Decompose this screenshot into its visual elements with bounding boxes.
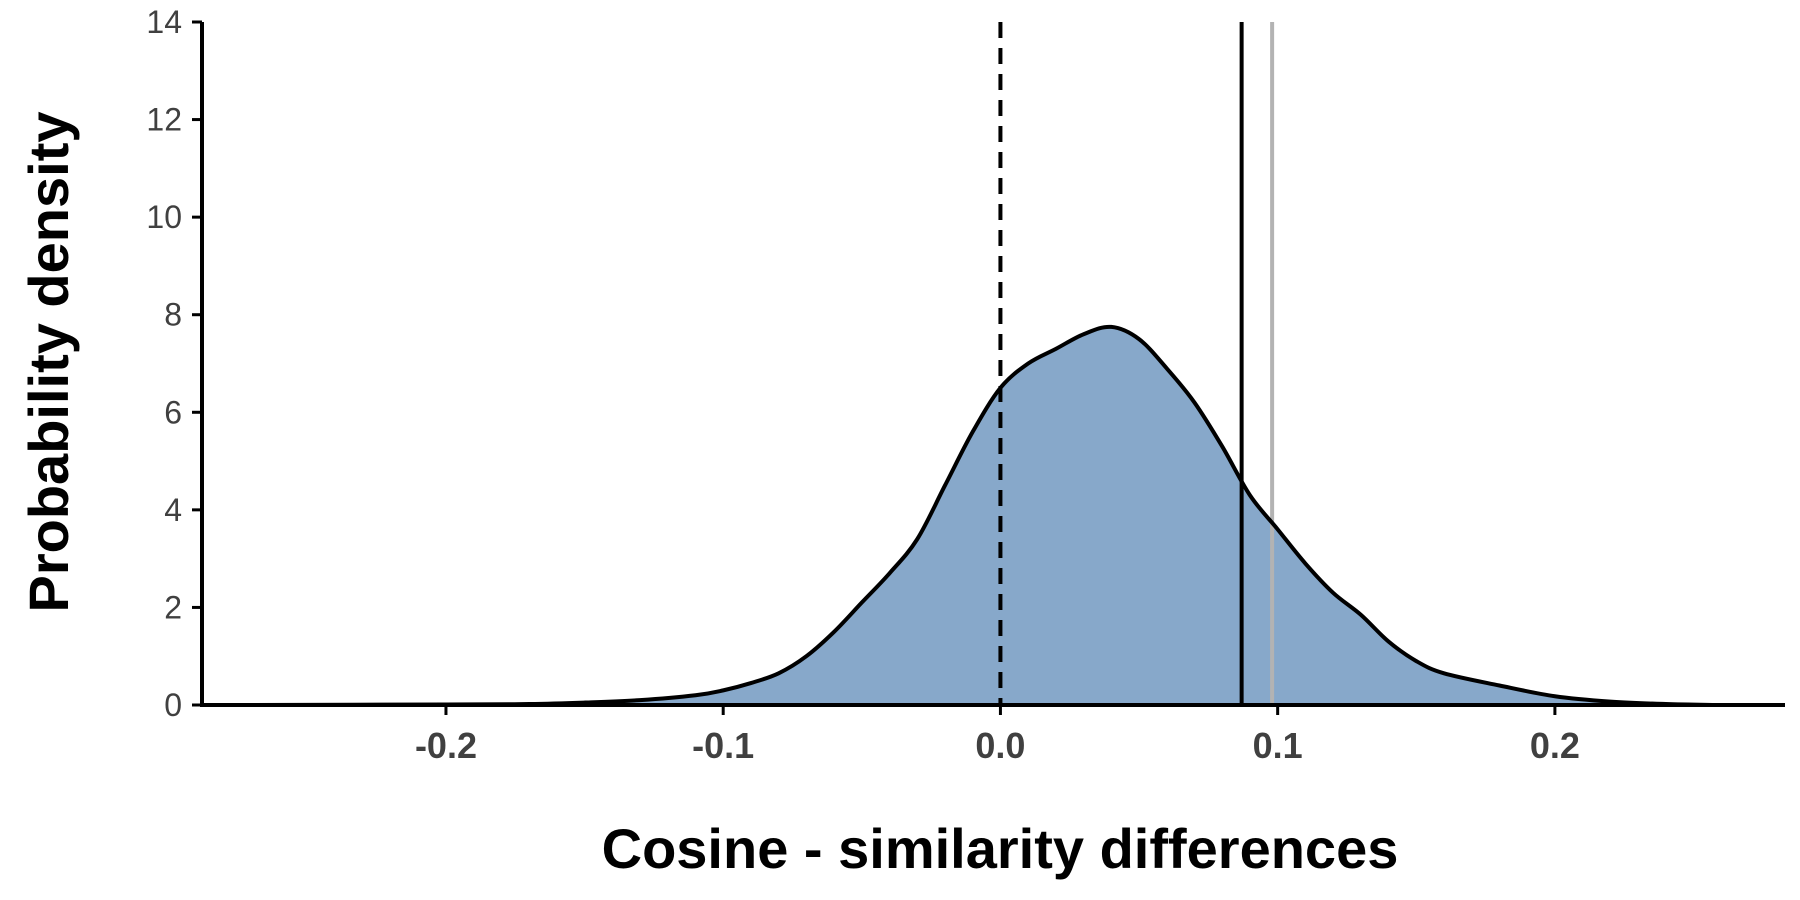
y-axis-title: Probability density	[17, 112, 80, 613]
density-area	[251, 326, 1716, 705]
x-tick-label: -0.2	[415, 725, 477, 766]
x-tick-label: -0.1	[692, 725, 754, 766]
y-axis: 0 2 4 6 8 10 12 14	[146, 4, 204, 723]
x-axis: -0.2 -0.1 0.0 0.1 0.2	[200, 703, 1785, 766]
y-tick-label: 8	[164, 297, 182, 333]
plot-area	[251, 22, 1716, 707]
x-tick-label: 0.1	[1253, 725, 1303, 766]
y-tick-label: 6	[164, 394, 182, 430]
x-tick-label: 0.0	[975, 725, 1025, 766]
y-tick-label: 12	[146, 102, 182, 138]
y-tick-label: 4	[164, 492, 182, 528]
y-tick-label: 2	[164, 589, 182, 625]
x-tick-label: 0.2	[1530, 725, 1580, 766]
density-curve	[251, 324, 1716, 707]
x-axis-title: Cosine - similarity differences	[602, 817, 1399, 880]
y-tick-label: 0	[164, 687, 182, 723]
y-tick-label: 14	[146, 4, 182, 40]
y-tick-label: 10	[146, 199, 182, 235]
